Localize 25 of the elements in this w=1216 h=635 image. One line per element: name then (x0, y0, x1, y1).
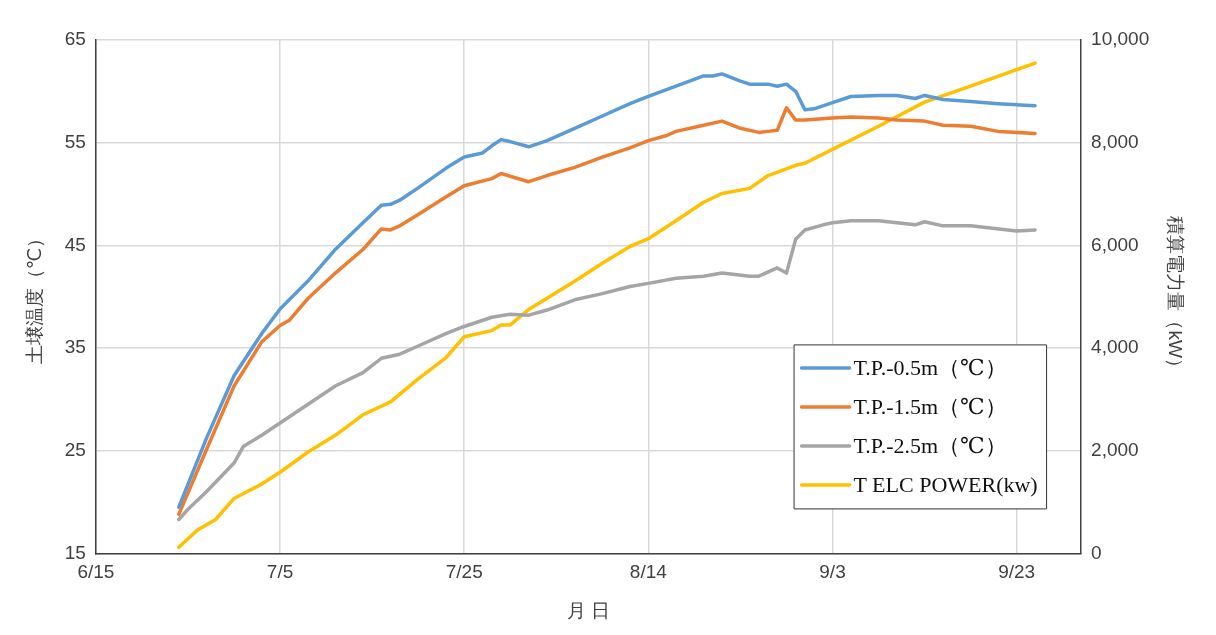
y2-tick-label: 2,000 (1091, 438, 1139, 460)
y-axis-title: 土壌温度（℃） (23, 229, 45, 365)
y-tick-label: 35 (64, 336, 86, 358)
x-tick-label: 7/25 (445, 561, 483, 583)
legend-label: T ELC POWER(kw) (853, 471, 1038, 497)
y-tick-label: 65 (64, 28, 86, 50)
x-tick-label: 8/14 (629, 561, 668, 583)
y2-tick-label: 8,000 (1091, 130, 1139, 152)
y-tick-label: 15 (64, 541, 86, 563)
y2-tick-label: 4,000 (1091, 336, 1139, 358)
x-tick-label: 9/23 (998, 561, 1036, 583)
legend-label: T.P.-1.5m（℃） (853, 393, 1007, 419)
legend-label: T.P.-2.5m（℃） (853, 432, 1007, 458)
y2-tick-label: 0 (1091, 541, 1102, 563)
y2-tick-label: 10,000 (1091, 28, 1150, 50)
y2-tick-label: 6,000 (1091, 233, 1139, 255)
legend-label: T.P.-0.5m（℃） (853, 354, 1007, 380)
y2-axis-title: 積算電力量（kW） (1165, 216, 1187, 377)
x-tick-label: 7/5 (266, 561, 294, 583)
y-tick-label: 45 (64, 233, 86, 255)
y-tick-label: 25 (64, 438, 86, 460)
y-tick-label: 55 (64, 130, 86, 152)
x-tick-label: 6/15 (77, 561, 115, 583)
x-tick-label: 9/3 (819, 561, 846, 583)
x-axis-title: 月 日 (566, 599, 611, 621)
